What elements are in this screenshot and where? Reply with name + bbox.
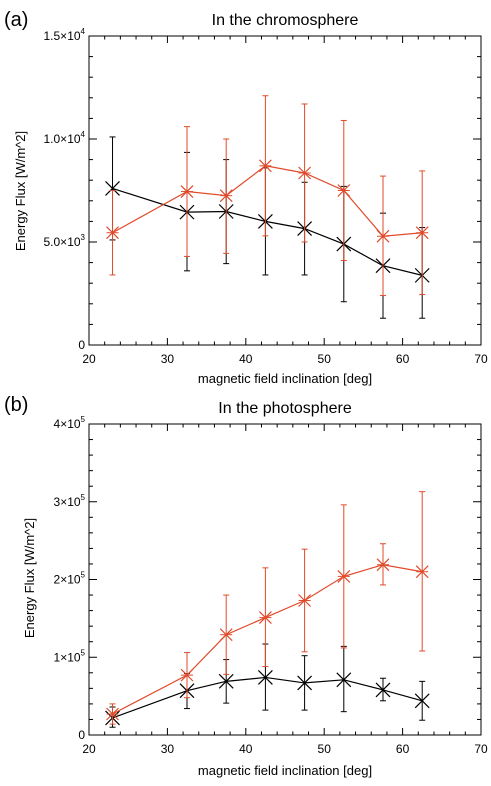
x-tick-label: 40 [239, 352, 253, 366]
data-point [337, 184, 351, 197]
data-point [298, 594, 312, 607]
data-point [336, 672, 352, 688]
x-tick-label: 50 [318, 742, 332, 756]
data-point [258, 611, 272, 625]
y-tick-label: 1×105 [54, 648, 86, 664]
y-tick-label: 4×105 [54, 415, 86, 431]
data-point [105, 181, 120, 196]
series-line [112, 676, 423, 719]
x-tick-label: 40 [239, 742, 253, 756]
data-point [106, 707, 119, 721]
marker-stroke [105, 181, 120, 196]
data-point [376, 558, 390, 572]
x-tick-label: 30 [161, 742, 175, 756]
y-tick-label: 0 [78, 338, 85, 352]
x-axis-label: magnetic field inclination [deg] [198, 371, 372, 386]
data-marks [105, 95, 430, 319]
x-tick-label: 50 [318, 352, 332, 366]
data-marks [105, 491, 430, 728]
data-point [180, 185, 194, 198]
data-point [257, 670, 273, 685]
y-tick-label: 2×105 [54, 571, 86, 587]
data-point [337, 569, 351, 583]
panel-letter: (b) [4, 394, 28, 416]
series-line [112, 165, 423, 237]
series-1 [106, 491, 429, 725]
data-point [180, 668, 194, 682]
marker-stroke [257, 670, 273, 685]
x-tick-label: 20 [82, 742, 96, 756]
data-point [258, 159, 272, 173]
data-point [218, 673, 234, 689]
marker-stroke [336, 672, 352, 688]
data-point [375, 682, 391, 698]
panel-photosphere: (b) In the photosphere magnetic field in… [4, 394, 488, 778]
y-axis-label: Energy Flux [W/m^2] [22, 518, 37, 638]
y-tick-label: 5.0×103 [44, 233, 86, 249]
chart-title: In the chromosphere [212, 12, 359, 29]
y-tick-label: 0 [78, 728, 85, 742]
data-point [106, 226, 119, 240]
series-1 [106, 95, 429, 297]
x-tick-label: 30 [161, 352, 175, 366]
y-tick-label: 3×105 [54, 493, 86, 509]
series-0 [105, 643, 430, 728]
series-line [112, 564, 423, 715]
data-point [376, 229, 390, 243]
data-point [415, 565, 429, 579]
marker-stroke [375, 682, 391, 698]
panel-letter: (a) [4, 9, 28, 31]
series-line [112, 187, 423, 276]
panel-chromosphere: (a) In the chromosphere magnetic field i… [4, 9, 488, 386]
data-point [415, 226, 429, 240]
data-point [219, 628, 233, 642]
data-point [298, 166, 312, 180]
x-tick-label: 70 [474, 742, 488, 756]
data-point [297, 675, 313, 691]
marker-stroke [297, 675, 313, 691]
data-point [414, 693, 430, 709]
y-tick-label: 1.5×104 [44, 27, 86, 43]
marker-stroke [218, 673, 234, 689]
axis-ticks: 20 30 40 50 60 70 0 1×105 2×105 3×105 4×105 [54, 415, 488, 756]
x-tick-label: 60 [396, 742, 410, 756]
axis-ticks: 20 30 40 50 60 70 0 5.0×103 1.0×104 1.5×104 [44, 27, 488, 366]
x-axis-label: magnetic field inclination [deg] [198, 763, 372, 778]
chart-title: In the photosphere [218, 400, 352, 417]
x-tick-label: 60 [396, 352, 410, 366]
x-tick-label: 20 [82, 352, 96, 366]
y-axis-label: Energy Flux [W/m^2] [13, 131, 28, 251]
y-tick-label: 1.0×104 [44, 130, 86, 146]
marker-stroke [414, 693, 430, 709]
data-point [219, 189, 233, 203]
x-tick-label: 70 [474, 352, 488, 366]
plot-frame [88, 35, 482, 346]
